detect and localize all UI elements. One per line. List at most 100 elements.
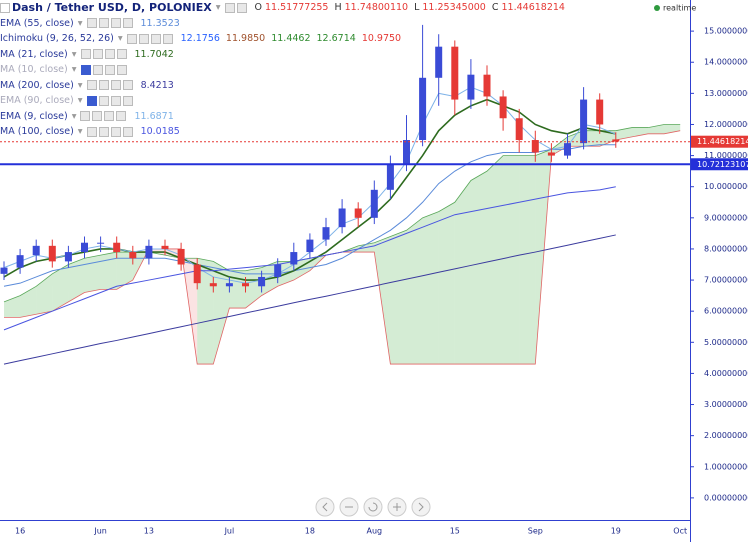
legend-icon[interactable] xyxy=(86,95,97,106)
legend-menu[interactable]: ▾ xyxy=(117,33,123,45)
cloud-segment xyxy=(52,264,69,312)
legend-menu[interactable]: ▾ xyxy=(77,95,83,107)
cloud-segment xyxy=(631,127,648,137)
legend-icon[interactable] xyxy=(110,18,121,29)
candle-body xyxy=(531,140,539,153)
cloud-segment xyxy=(503,155,520,365)
c-value: 11.44618214 xyxy=(501,2,565,14)
legend-icon[interactable] xyxy=(86,18,97,29)
y-tick-label: 1.00000000 xyxy=(704,462,748,471)
legend-icon[interactable] xyxy=(98,95,109,106)
x-tick-label: 19 xyxy=(611,527,621,536)
legend-icon[interactable] xyxy=(138,33,149,44)
legend-name: EMA (55, close) xyxy=(0,17,74,29)
candle-body xyxy=(564,143,571,156)
legend-icon[interactable] xyxy=(162,33,173,44)
cloud-segment xyxy=(374,236,391,365)
legend-icon[interactable] xyxy=(80,49,91,60)
candle-body xyxy=(306,239,314,253)
legend-icon[interactable] xyxy=(92,64,103,75)
h-label: H xyxy=(334,2,342,14)
legend-icon[interactable] xyxy=(110,95,121,106)
legend-icon[interactable] xyxy=(150,33,161,44)
legend-name: MA (10, close) xyxy=(0,64,68,76)
price-label: 11.44618214 xyxy=(697,137,748,146)
y-tick-label: 10.00000000 xyxy=(704,182,748,191)
legend-icon[interactable] xyxy=(126,33,137,44)
legend-menu[interactable]: ▾ xyxy=(71,48,77,60)
candle-body xyxy=(48,245,56,262)
legend-icon[interactable] xyxy=(104,111,115,122)
legend-value: 12.1756 xyxy=(180,33,220,45)
legend-icon[interactable] xyxy=(86,126,97,137)
legend-icon[interactable] xyxy=(104,64,115,75)
legend-menu[interactable]: ▾ xyxy=(71,64,77,76)
cloud-segment xyxy=(583,130,600,147)
legend-icon[interactable] xyxy=(116,49,127,60)
legend-icon[interactable] xyxy=(104,49,115,60)
legend-icon[interactable] xyxy=(122,18,133,29)
symbol: Dash / Tether USD, D, POLONIEX xyxy=(12,1,212,15)
legend-value: 8.4213 xyxy=(140,79,174,91)
candle-body xyxy=(515,118,523,141)
candle-body xyxy=(274,264,282,277)
legend-icon[interactable] xyxy=(80,64,91,75)
x-tick-label: 16 xyxy=(15,527,25,536)
legend-row: MA (21, close) ▾ 11.7042 xyxy=(0,47,565,63)
cloud-segment xyxy=(4,295,21,318)
legend-icon[interactable] xyxy=(116,111,127,122)
candle-body xyxy=(193,264,201,284)
legend-icon[interactable] xyxy=(92,111,103,122)
legend-icon[interactable] xyxy=(86,80,97,91)
reset[interactable] xyxy=(363,497,383,517)
cloud-segment xyxy=(245,267,262,309)
zoom-controls[interactable] xyxy=(315,497,431,517)
candle-body xyxy=(547,152,555,156)
scroll-left[interactable] xyxy=(315,497,335,517)
legend-icon[interactable] xyxy=(122,95,133,106)
o-label: O xyxy=(254,2,262,14)
legend-name: EMA (9, close) xyxy=(0,110,68,122)
x-tick-label: 13 xyxy=(144,527,154,536)
candle-body xyxy=(483,74,491,97)
cloud-segment xyxy=(648,124,665,134)
legend-menu[interactable]: ▾ xyxy=(71,110,77,122)
y-tick-label: 14.00000000 xyxy=(704,58,748,67)
header-row: Dash / Tether USD, D, POLONIEX ▾ O 11.517… xyxy=(0,0,565,16)
legend-icon[interactable] xyxy=(92,49,103,60)
cloud-segment xyxy=(551,136,568,156)
scroll-right[interactable] xyxy=(411,497,431,517)
legend-icon[interactable] xyxy=(110,126,121,137)
legend-icon[interactable] xyxy=(98,126,109,137)
y-tick-label: 9.00000000 xyxy=(704,213,748,222)
legend-menu[interactable]: ▾ xyxy=(77,17,83,29)
cloud-segment xyxy=(438,202,455,365)
legend-value: 11.3523 xyxy=(140,17,180,29)
legend-icon[interactable] xyxy=(110,80,121,91)
legend-row: MA (100, close) ▾ 10.0185 xyxy=(0,124,565,140)
x-tick-label: Sep xyxy=(528,527,543,536)
cloud-segment xyxy=(100,252,117,290)
legend-icon[interactable] xyxy=(116,64,127,75)
legend-menu[interactable]: ▾ xyxy=(77,79,83,91)
collapse-icon[interactable] xyxy=(0,2,10,13)
y-tick-label: 12.00000000 xyxy=(704,120,748,129)
legend: Dash / Tether USD, D, POLONIEX ▾ O 11.517… xyxy=(0,0,565,140)
legend-icon[interactable] xyxy=(122,126,133,137)
cloud-segment xyxy=(567,130,584,147)
y-tick-label: 13.00000000 xyxy=(704,89,748,98)
cloud-segment xyxy=(229,270,246,309)
candle-body xyxy=(209,283,217,287)
legend-icon[interactable] xyxy=(98,80,109,91)
candle-body xyxy=(225,283,233,287)
cloud-segment xyxy=(615,127,632,141)
legend-row: EMA (55, close) ▾ 11.3523 xyxy=(0,16,565,32)
legend-icon[interactable] xyxy=(122,80,133,91)
legend-menu[interactable]: ▾ xyxy=(77,126,83,138)
legend-icon[interactable] xyxy=(98,18,109,29)
cloud-segment xyxy=(197,258,214,365)
candle-body xyxy=(258,276,266,287)
legend-icon[interactable] xyxy=(80,111,91,122)
candle-body xyxy=(419,77,427,141)
legend-value: 11.6871 xyxy=(134,110,174,122)
